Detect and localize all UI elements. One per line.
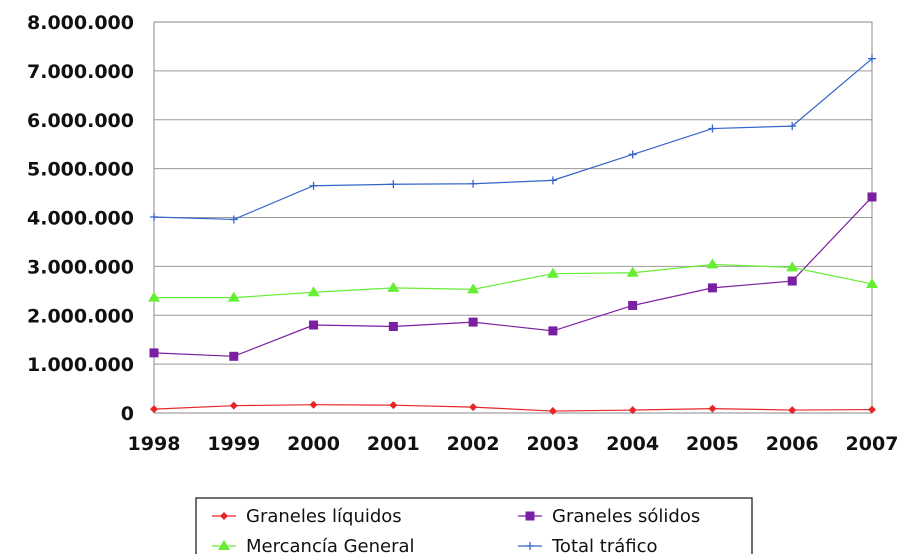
data-point bbox=[788, 406, 797, 415]
legend-label: Graneles líquidos bbox=[246, 506, 402, 527]
data-point bbox=[309, 400, 318, 409]
x-tick-label: 1998 bbox=[128, 433, 181, 455]
data-point bbox=[707, 283, 717, 293]
y-tick-label: 1.000.000 bbox=[27, 354, 134, 376]
series-line bbox=[154, 263, 873, 299]
legend: Graneles líquidos Graneles sólidos Mercanc… bbox=[195, 497, 753, 554]
data-point bbox=[548, 176, 557, 185]
legend-label: Mercancía General bbox=[246, 536, 415, 554]
x-tick-label: 2005 bbox=[686, 433, 739, 455]
legend-item: Graneles líquidos bbox=[212, 506, 402, 527]
x-tick-label: 1999 bbox=[207, 433, 260, 455]
y-tick-label: 5.000.000 bbox=[27, 159, 134, 181]
data-point bbox=[148, 291, 160, 302]
data-point bbox=[626, 266, 639, 277]
data-point bbox=[786, 261, 799, 272]
legend-item: Graneles sólidos bbox=[518, 506, 700, 527]
data-point bbox=[387, 281, 400, 292]
data-point bbox=[469, 179, 478, 188]
legend-marker bbox=[526, 542, 534, 550]
y-tick-label: 0 bbox=[121, 403, 134, 425]
data-point bbox=[229, 351, 239, 361]
series-1 bbox=[149, 192, 877, 361]
y-tick-label: 3.000.000 bbox=[27, 256, 134, 278]
data-point bbox=[150, 405, 158, 414]
data-point bbox=[227, 291, 240, 302]
data-point bbox=[706, 258, 719, 269]
y-tick-label: 6.000.000 bbox=[27, 110, 134, 132]
data-point bbox=[150, 213, 158, 222]
data-point bbox=[467, 283, 480, 294]
data-point bbox=[389, 180, 398, 189]
data-point bbox=[628, 406, 637, 415]
data-point bbox=[229, 215, 238, 224]
x-axis-tick-labels: 1998 1999 2000 2001 2002 2003 2004 2005 2006 2007 bbox=[128, 433, 899, 455]
data-point bbox=[149, 348, 159, 358]
data-point bbox=[307, 286, 320, 297]
data-point bbox=[388, 321, 398, 331]
x-tick-label: 2003 bbox=[526, 433, 579, 455]
x-tick-label: 2002 bbox=[447, 433, 500, 455]
data-point bbox=[628, 300, 638, 310]
data-point bbox=[787, 276, 797, 286]
grid-lines bbox=[154, 21, 872, 414]
data-point bbox=[309, 320, 319, 330]
data-point bbox=[788, 122, 797, 131]
x-tick-label: 2006 bbox=[766, 433, 819, 455]
x-tick-label: 2001 bbox=[367, 433, 420, 455]
data-point bbox=[867, 192, 877, 202]
legend-item: Total tráfico bbox=[518, 536, 658, 554]
data-point bbox=[868, 54, 876, 63]
legend-box bbox=[195, 497, 753, 554]
series-0 bbox=[150, 400, 876, 416]
data-point bbox=[469, 403, 478, 412]
y-tick-label: 8.000.000 bbox=[27, 12, 134, 34]
legend-marker bbox=[525, 511, 535, 521]
series-line bbox=[153, 58, 873, 221]
legend-item: Mercancía General bbox=[212, 536, 415, 554]
series-2 bbox=[148, 258, 878, 302]
x-tick-label: 2000 bbox=[287, 433, 340, 455]
data-point bbox=[389, 401, 398, 410]
x-tick-label: 2007 bbox=[846, 433, 899, 455]
series-lines bbox=[148, 54, 878, 416]
series-line bbox=[153, 404, 873, 412]
legend-label: Total tráfico bbox=[551, 536, 658, 554]
data-point bbox=[546, 267, 559, 278]
y-tick-label: 2.000.000 bbox=[27, 305, 134, 327]
y-tick-label: 4.000.000 bbox=[27, 208, 134, 230]
data-point bbox=[548, 407, 557, 416]
data-point bbox=[708, 404, 717, 413]
data-point bbox=[468, 317, 478, 327]
series-line bbox=[153, 196, 873, 357]
y-tick-label: 7.000.000 bbox=[27, 61, 134, 83]
series-3 bbox=[150, 54, 876, 224]
x-tick-label: 2004 bbox=[606, 433, 659, 455]
legend-label: Graneles sólidos bbox=[552, 506, 700, 527]
data-point bbox=[708, 124, 717, 133]
legend-marker bbox=[218, 540, 230, 550]
data-point bbox=[309, 181, 318, 190]
data-point bbox=[868, 405, 876, 414]
data-point bbox=[548, 326, 558, 336]
data-point bbox=[628, 150, 637, 159]
legend-marker bbox=[220, 512, 228, 520]
data-point bbox=[866, 277, 878, 288]
y-axis-tick-labels: 0 1.000.000 2.000.000 3.000.000 4.000.000 5.0… bbox=[27, 12, 134, 425]
data-point bbox=[229, 401, 238, 410]
